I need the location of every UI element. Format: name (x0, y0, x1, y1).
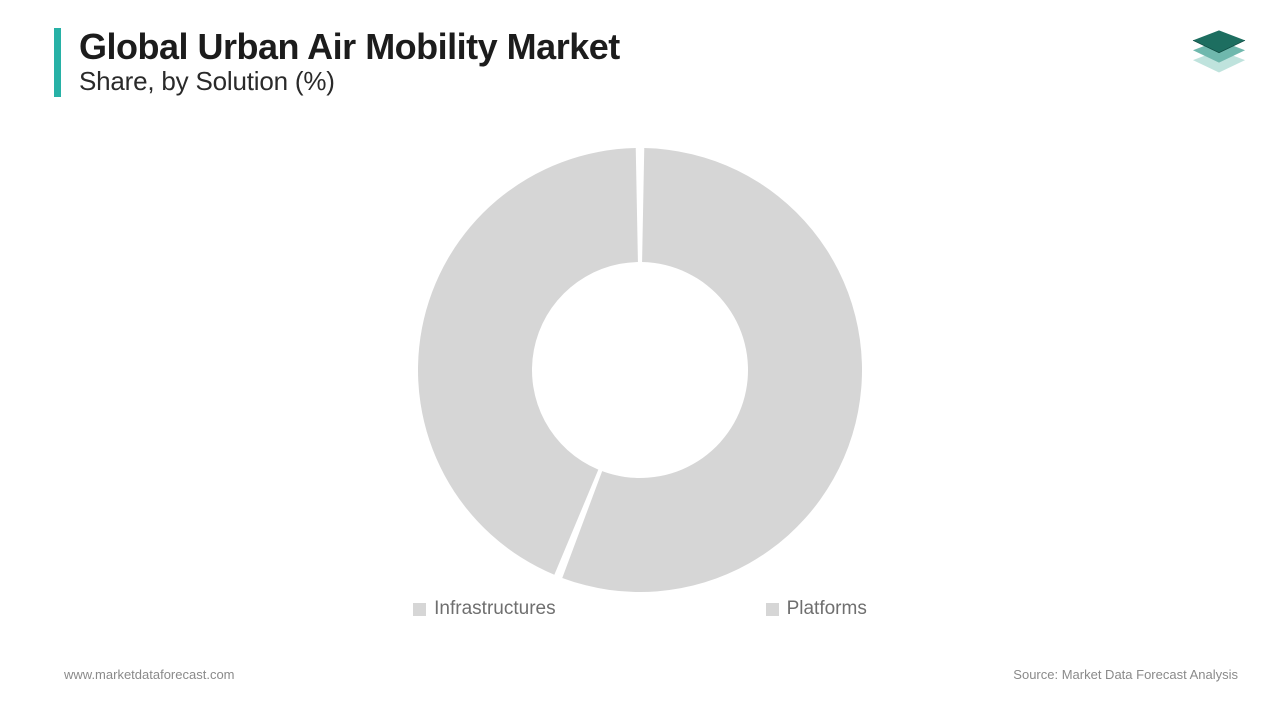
legend-item: Infrastructures (413, 598, 555, 620)
legend-swatch-icon (413, 603, 426, 616)
legend-label: Platforms (787, 598, 867, 620)
footer-source: Source: Market Data Forecast Analysis (1013, 667, 1238, 682)
legend-swatch-icon (766, 603, 779, 616)
legend-label: Infrastructures (434, 598, 555, 620)
donut-chart (0, 148, 1280, 608)
footer-url: www.marketdataforecast.com (64, 667, 235, 682)
chart-legend: Infrastructures Platforms (0, 598, 1280, 620)
page-subtitle: Share, by Solution (%) (79, 66, 620, 97)
donut-svg (418, 148, 862, 592)
legend-item: Platforms (766, 598, 867, 620)
page-root: Global Urban Air Mobility Market Share, … (0, 0, 1280, 720)
page-title: Global Urban Air Mobility Market (79, 28, 620, 66)
brand-logo-icon (1188, 18, 1250, 80)
title-block: Global Urban Air Mobility Market Share, … (54, 28, 620, 97)
